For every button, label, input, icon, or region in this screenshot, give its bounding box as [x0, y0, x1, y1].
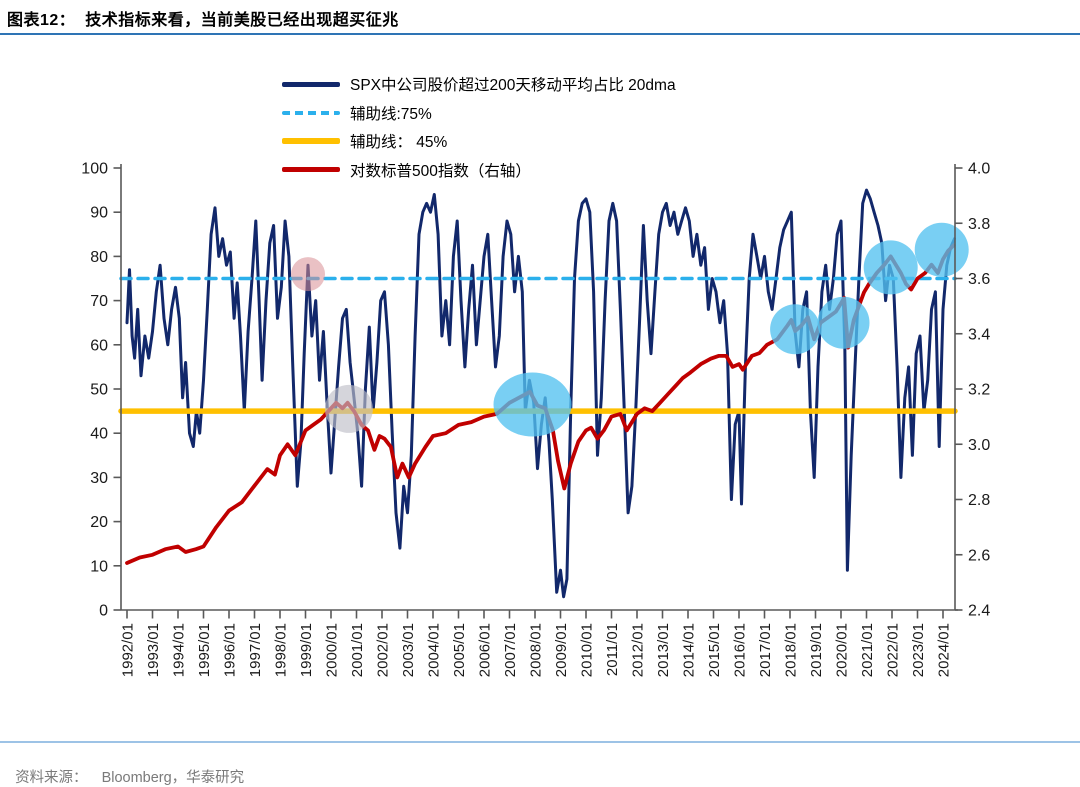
svg-text:60: 60 [90, 337, 108, 354]
svg-text:2015/01: 2015/01 [706, 623, 723, 677]
svg-text:30: 30 [90, 470, 108, 487]
svg-text:2024/01: 2024/01 [936, 623, 953, 677]
figure-title: 图表12： 技术指标来看，当前美股已经出现超买征兆 [7, 12, 399, 29]
svg-text:3.6: 3.6 [968, 271, 990, 288]
svg-text:3.4: 3.4 [968, 326, 990, 343]
svg-text:2014/01: 2014/01 [681, 623, 698, 677]
source-text: Bloomberg，华泰研究 [101, 770, 245, 786]
svg-text:2003/01: 2003/01 [400, 623, 417, 677]
svg-text:2022/01: 2022/01 [885, 623, 902, 677]
gold-line-swatch-icon [282, 138, 340, 145]
svg-text:2005/01: 2005/01 [451, 623, 468, 677]
legend-item-pct-line: SPX中公司股价超过200天移动平均占比 20dma [282, 70, 676, 99]
navy-line-swatch-icon [282, 81, 340, 87]
legend-label: 辅助线:75% [350, 105, 432, 123]
svg-text:40: 40 [90, 426, 108, 443]
svg-text:2002/01: 2002/01 [375, 623, 392, 677]
svg-text:2011/01: 2011/01 [604, 623, 621, 676]
svg-text:70: 70 [90, 293, 108, 310]
svg-text:2010/01: 2010/01 [579, 623, 596, 677]
source-divider [0, 741, 1080, 743]
svg-text:2019/01: 2019/01 [808, 623, 825, 677]
svg-text:2.6: 2.6 [968, 547, 990, 564]
svg-text:2007/01: 2007/01 [502, 623, 519, 677]
svg-text:2016/01: 2016/01 [732, 623, 749, 677]
svg-text:3.8: 3.8 [968, 216, 990, 233]
svg-text:2012/01: 2012/01 [630, 623, 647, 677]
svg-text:0: 0 [99, 603, 108, 620]
svg-text:1999/01: 1999/01 [298, 623, 315, 677]
legend-label: 对数标普500指数（右轴） [350, 162, 531, 180]
svg-text:2009/01: 2009/01 [553, 623, 570, 677]
source-line: 资料来源： Bloomberg，华泰研究 [7, 750, 244, 787]
svg-text:2006/01: 2006/01 [477, 623, 494, 677]
chart-legend: SPX中公司股价超过200天移动平均占比 20dma 辅助线:75% 辅助线： … [282, 70, 676, 184]
svg-text:1997/01: 1997/01 [247, 623, 264, 677]
svg-text:3.2: 3.2 [968, 382, 990, 399]
svg-text:1994/01: 1994/01 [171, 623, 188, 677]
svg-text:2004/01: 2004/01 [426, 623, 443, 677]
legend-item-aux-45: 辅助线： 45% [282, 127, 676, 156]
svg-text:10: 10 [90, 558, 108, 575]
svg-text:20: 20 [90, 514, 108, 531]
svg-text:1998/01: 1998/01 [273, 623, 290, 677]
legend-label: SPX中公司股价超过200天移动平均占比 20dma [350, 77, 676, 95]
source-label: 资料来源： [15, 770, 88, 786]
svg-text:1992/01: 1992/01 [120, 623, 137, 677]
svg-text:1996/01: 1996/01 [222, 623, 239, 677]
svg-text:2020/01: 2020/01 [834, 623, 851, 677]
svg-text:2013/01: 2013/01 [655, 623, 672, 677]
legend-item-aux-75: 辅助线:75% [282, 99, 676, 128]
svg-text:4.0: 4.0 [968, 161, 990, 178]
svg-text:2008/01: 2008/01 [528, 623, 545, 677]
svg-text:1993/01: 1993/01 [145, 623, 162, 677]
svg-text:2001/01: 2001/01 [349, 623, 366, 677]
title-underline [0, 33, 1080, 35]
svg-text:80: 80 [90, 249, 108, 266]
svg-text:2000/01: 2000/01 [324, 623, 341, 677]
svg-text:90: 90 [90, 205, 108, 222]
svg-text:2017/01: 2017/01 [757, 623, 774, 677]
svg-text:1995/01: 1995/01 [196, 623, 213, 677]
svg-text:3.0: 3.0 [968, 437, 990, 454]
dashed-line-swatch-icon [282, 110, 340, 115]
legend-label: 辅助线： 45% [350, 134, 448, 152]
svg-text:2021/01: 2021/01 [859, 623, 876, 677]
svg-text:2.8: 2.8 [968, 492, 990, 509]
svg-text:2018/01: 2018/01 [783, 623, 800, 677]
red-line-swatch-icon [282, 167, 340, 173]
svg-text:100: 100 [81, 161, 108, 178]
svg-text:2023/01: 2023/01 [910, 623, 927, 677]
svg-text:2.4: 2.4 [968, 603, 990, 620]
legend-item-spx-log: 对数标普500指数（右轴） [282, 156, 676, 185]
svg-text:50: 50 [90, 382, 108, 399]
